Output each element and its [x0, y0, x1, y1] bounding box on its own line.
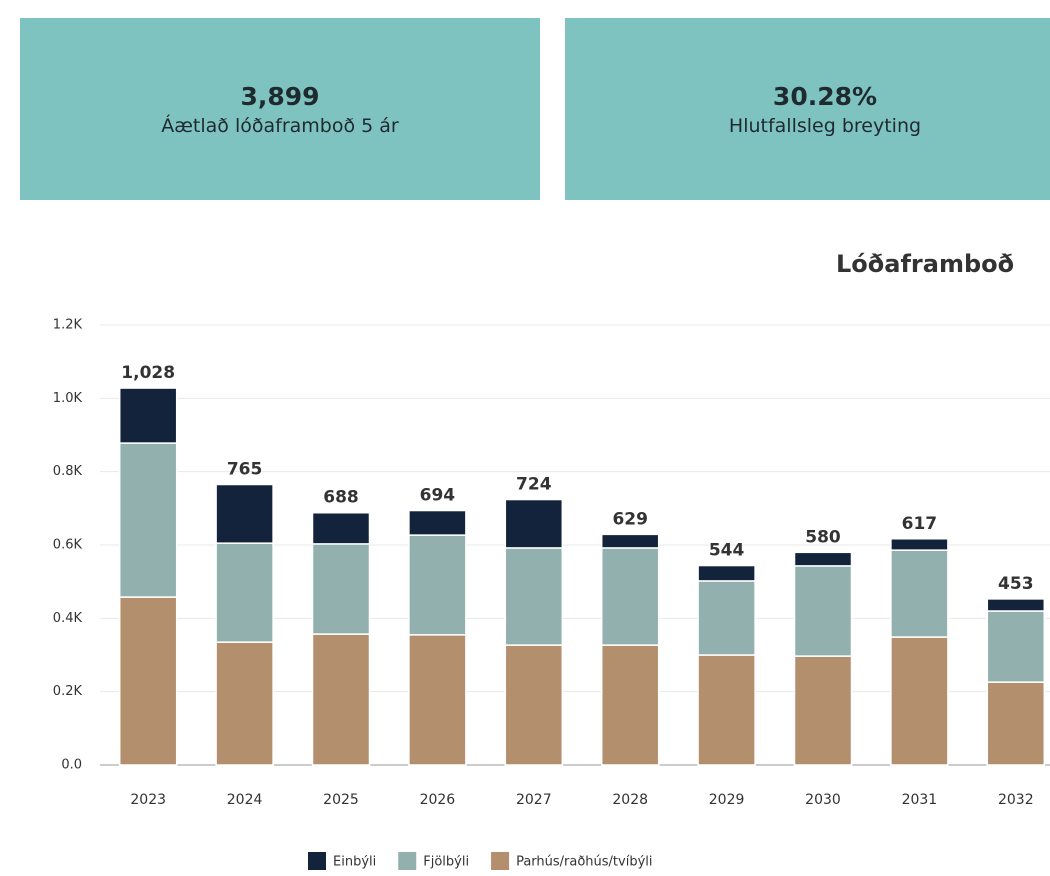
kpi-value: 3,899 [240, 81, 320, 111]
bar-segment [600, 533, 660, 549]
x-tick-label: 2029 [709, 792, 745, 808]
kpi-card: 30.28% Hlutfallsleg breyting [565, 18, 1050, 200]
bar-segment [311, 511, 371, 545]
bar-segment [118, 442, 178, 598]
bar-segment [215, 542, 274, 643]
total-label: 724 [516, 475, 552, 495]
legend-swatch [308, 852, 326, 870]
bar-segment [793, 551, 853, 567]
bar-segment [504, 547, 564, 646]
bar-segment [890, 549, 949, 638]
bar-segment [504, 498, 564, 549]
x-tick-label: 2027 [516, 792, 552, 808]
total-label: 617 [902, 514, 938, 534]
y-tick-label: 1.0K [53, 391, 83, 406]
total-label: 765 [227, 460, 263, 480]
kpi-card: 3,899 Áætlað lóðaframboð 5 ár [20, 18, 540, 200]
bar-segment [118, 596, 178, 766]
legend-swatch [491, 852, 510, 870]
x-tick-label: 2024 [227, 792, 263, 808]
total-label: 580 [805, 527, 841, 547]
bar-segment [215, 641, 274, 766]
total-label: 1,028 [121, 363, 175, 383]
y-tick-label: 0.0 [61, 758, 82, 773]
x-tick-label: 2023 [130, 792, 166, 808]
bar-segment [408, 534, 467, 636]
y-tick-label: 0.2K [53, 684, 83, 699]
y-tick-label: 0.4K [53, 611, 83, 626]
bar-segment [311, 633, 371, 766]
bar-segment [986, 681, 1046, 766]
bar-segment [890, 636, 949, 766]
y-tick-label: 0.8K [53, 464, 83, 479]
bar-segment [504, 644, 564, 766]
y-tick-label: 1.2K [53, 318, 83, 333]
bar-segment [697, 654, 756, 766]
total-label: 688 [323, 488, 359, 508]
x-tick-label: 2032 [998, 792, 1034, 808]
bar-segment [986, 610, 1046, 683]
kpi-label: Hlutfallsleg breyting [728, 114, 922, 137]
x-tick-label: 2030 [805, 792, 841, 808]
legend-swatch [398, 852, 417, 870]
bar-segment [408, 634, 467, 766]
bar-segment [600, 547, 660, 646]
y-tick-label: 0.6K [53, 538, 83, 553]
bar-segment [793, 565, 853, 657]
bar-segment [408, 509, 467, 536]
chart-title: Lóðaframboð [836, 250, 1014, 278]
bar-segment [986, 598, 1046, 612]
bar-segment [118, 387, 178, 444]
x-tick-label: 2031 [902, 792, 938, 808]
legend-label: Einbýli [333, 855, 376, 870]
bar-segment [215, 483, 274, 544]
kpi-value: 30.28% [772, 81, 878, 111]
bar-segment [697, 580, 756, 656]
bar-segment [890, 538, 949, 551]
bar-segment [793, 655, 853, 766]
x-tick-label: 2028 [612, 792, 648, 808]
kpi-label: Áætlað lóðaframboð 5 ár [161, 114, 399, 137]
bar-segment [697, 564, 756, 582]
x-tick-label: 2026 [420, 792, 456, 808]
total-label: 544 [709, 541, 745, 561]
legend-label: Parhús/raðhús/tvíbýli [516, 855, 652, 870]
total-label: 453 [998, 574, 1034, 594]
total-label: 629 [612, 509, 648, 529]
legend-label: Fjölbýli [423, 855, 469, 870]
x-tick-label: 2025 [323, 792, 359, 808]
bar-segment [600, 644, 660, 766]
bar-segment [311, 543, 371, 635]
total-label: 694 [420, 486, 456, 506]
